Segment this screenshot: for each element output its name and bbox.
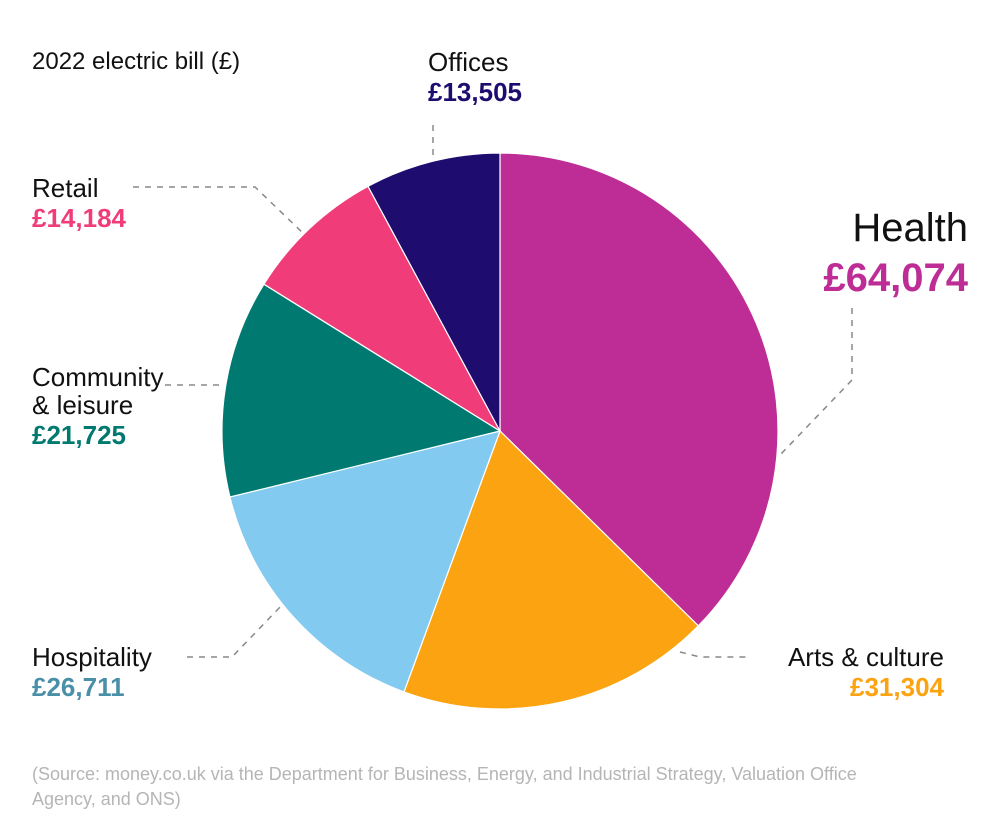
leader-line-health (779, 308, 853, 456)
label-name: Retail (32, 173, 99, 203)
label-health: Health £64,074 (823, 206, 968, 300)
pie-slice-offices (367, 152, 501, 432)
pie-slice-arts-culture (403, 429, 700, 710)
pie-slice-health (499, 152, 779, 627)
label-name: Community & leisure (32, 362, 164, 420)
label-value: £13,505 (428, 77, 522, 107)
pie-slice-hospitality (229, 430, 501, 693)
label-retail: Retail £14,184 (32, 174, 126, 232)
label-arts: Arts & culture £31,304 (788, 643, 944, 701)
label-community: Community & leisure £21,725 (32, 335, 163, 477)
label-name: Hospitality (32, 642, 152, 672)
leader-line-hospitality (187, 604, 283, 658)
label-hospitality: Hospitality £26,711 (32, 643, 152, 701)
label-value: £21,725 (32, 420, 126, 450)
label-value: £31,304 (850, 672, 944, 702)
label-value: £26,711 (32, 672, 125, 702)
chart-title: 2022 electric bill (£) (32, 48, 241, 75)
label-offices: Offices £13,505 (428, 48, 522, 106)
label-name: Arts & culture (787, 642, 944, 672)
leader-line-retail (133, 186, 306, 236)
pie-slice-retail (263, 185, 502, 433)
label-value: £14,184 (32, 203, 126, 233)
label-name: Offices (428, 47, 509, 77)
pie-slice-community-leisure (221, 283, 502, 498)
source-note: (Source: money.co.uk via the Department … (32, 764, 857, 809)
leader-line-arts (679, 651, 748, 658)
label-value: £64,074 (823, 256, 968, 300)
label-name: Health (852, 206, 968, 250)
